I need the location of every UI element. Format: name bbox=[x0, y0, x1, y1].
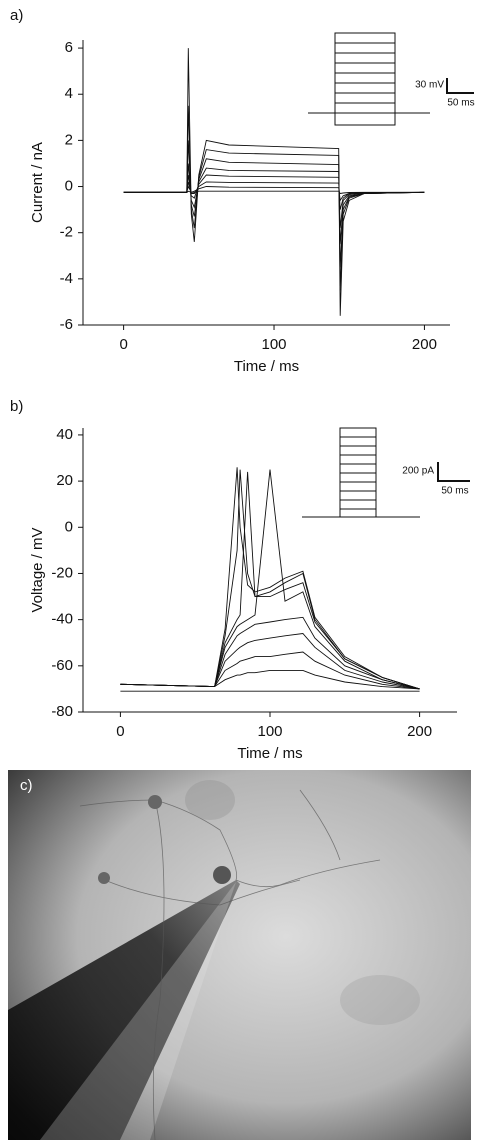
y-axis-title: Voltage / mV bbox=[29, 527, 46, 612]
trace bbox=[120, 669, 420, 690]
y-tick-label: 0 bbox=[65, 518, 73, 535]
x-tick-label: 0 bbox=[119, 336, 127, 353]
scale-label: 200 pA bbox=[402, 466, 434, 477]
trace bbox=[120, 651, 420, 690]
y-tick-label: 6 bbox=[65, 39, 73, 56]
panel-label: b) bbox=[10, 398, 23, 415]
trace bbox=[123, 140, 425, 268]
trace bbox=[123, 163, 425, 245]
trace bbox=[120, 469, 420, 690]
scale-label: 50 ms bbox=[441, 486, 468, 497]
x-axis-title: Time / ms bbox=[234, 358, 299, 375]
y-tick-label: 40 bbox=[56, 426, 73, 443]
inset-protocol bbox=[302, 427, 470, 518]
y-tick-label: -60 bbox=[51, 657, 73, 674]
scale-bar bbox=[437, 462, 470, 482]
x-tick-label: 200 bbox=[412, 336, 437, 353]
micrograph bbox=[8, 770, 471, 1140]
trace bbox=[120, 616, 420, 690]
y-tick-label: 20 bbox=[56, 472, 73, 489]
trace bbox=[123, 181, 425, 210]
trace bbox=[123, 185, 425, 202]
y-tick-label: 0 bbox=[65, 178, 73, 195]
x-tick-label: 100 bbox=[257, 723, 282, 740]
trace bbox=[123, 48, 425, 316]
inset-protocol bbox=[308, 32, 474, 126]
trace bbox=[120, 469, 420, 690]
trace bbox=[123, 105, 425, 291]
x-axis-title: Time / ms bbox=[237, 745, 302, 762]
y-tick-label: -6 bbox=[60, 316, 73, 333]
x-tick-label: 100 bbox=[262, 336, 287, 353]
panel-label: c) bbox=[20, 777, 33, 794]
trace bbox=[120, 467, 420, 690]
panel-label: a) bbox=[10, 7, 23, 24]
y-tick-label: 4 bbox=[65, 85, 73, 102]
trace bbox=[120, 633, 420, 690]
y-tick-label: -20 bbox=[51, 564, 73, 581]
scale-label: 30 mV bbox=[415, 80, 444, 91]
scale-label: 50 ms bbox=[447, 98, 474, 109]
y-tick-label: -4 bbox=[60, 270, 73, 287]
scale-bar bbox=[446, 78, 474, 94]
trace bbox=[123, 190, 425, 194]
y-axis-title: Current / nA bbox=[29, 142, 46, 223]
y-tick-label: -80 bbox=[51, 703, 73, 720]
y-tick-label: -40 bbox=[51, 611, 73, 628]
trace bbox=[123, 174, 425, 229]
x-tick-label: 0 bbox=[116, 723, 124, 740]
x-tick-label: 200 bbox=[407, 723, 432, 740]
y-tick-label: 2 bbox=[65, 131, 73, 148]
y-tick-label: -2 bbox=[60, 224, 73, 241]
